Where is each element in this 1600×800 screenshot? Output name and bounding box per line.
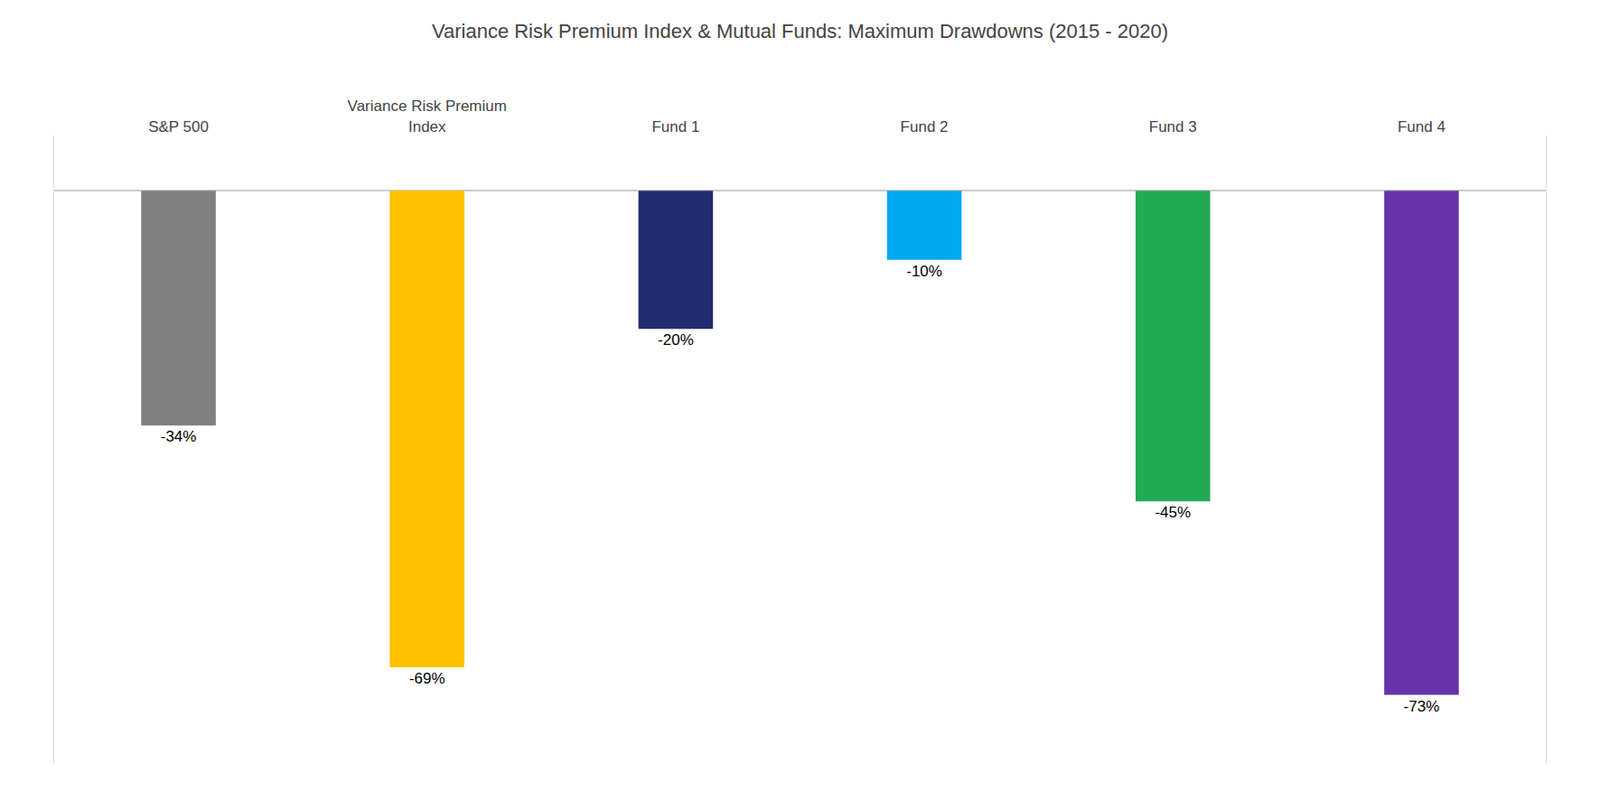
svg-text:Fund 2: Fund 2 [900,118,949,136]
svg-text:-34%: -34% [160,428,197,446]
svg-text:-20%: -20% [657,331,694,349]
svg-text:-73%: -73% [1403,698,1441,716]
svg-text:Variance Risk Premium Index &: Variance Risk Premium Index & Mutual Fun… [431,19,1169,43]
svg-text:Fund 1: Fund 1 [651,118,700,136]
svg-text:Fund 4: Fund 4 [1397,118,1446,136]
svg-text:-69%: -69% [409,670,446,688]
svg-text:Variance Risk PremiumIndex: Variance Risk PremiumIndex [347,98,507,136]
svg-text:-10%: -10% [906,262,943,281]
svg-text:S&P 500: S&P 500 [148,118,209,136]
svg-text:Fund 3: Fund 3 [1149,118,1198,136]
svg-text:-45%: -45% [1154,504,1191,522]
